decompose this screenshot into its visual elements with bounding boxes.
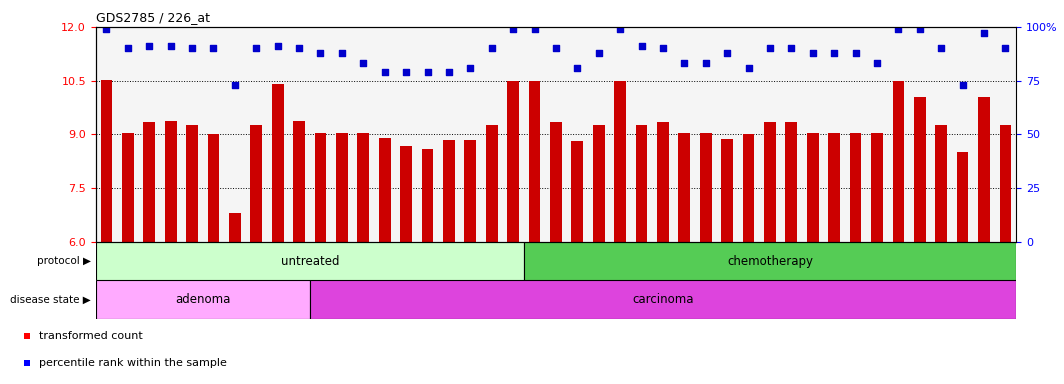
Bar xyxy=(523,242,1016,280)
Bar xyxy=(529,81,541,242)
Point xyxy=(398,69,415,75)
Bar xyxy=(935,126,947,242)
Bar xyxy=(957,152,968,242)
Bar xyxy=(315,132,327,242)
Bar xyxy=(721,139,733,242)
Bar xyxy=(785,122,797,242)
Bar xyxy=(96,242,523,280)
Text: percentile rank within the sample: percentile rank within the sample xyxy=(39,358,228,368)
Point xyxy=(591,50,608,56)
Bar xyxy=(679,132,691,242)
Point xyxy=(419,69,436,75)
Point xyxy=(333,50,350,56)
Bar xyxy=(914,97,926,242)
Point xyxy=(119,45,136,51)
Point xyxy=(954,82,971,88)
Bar xyxy=(465,140,477,242)
Point xyxy=(290,45,307,51)
Bar xyxy=(310,280,1016,319)
Point xyxy=(868,60,885,66)
Bar xyxy=(550,122,562,242)
Bar xyxy=(743,134,754,242)
Text: transformed count: transformed count xyxy=(39,331,144,341)
Text: chemotherapy: chemotherapy xyxy=(727,255,813,268)
Point xyxy=(633,43,650,49)
Bar xyxy=(96,280,310,319)
Bar xyxy=(122,132,134,242)
Point xyxy=(997,45,1014,51)
Bar xyxy=(635,126,647,242)
Bar xyxy=(229,212,240,242)
Point xyxy=(440,69,458,75)
Point xyxy=(697,60,714,66)
Point xyxy=(462,65,479,71)
Bar xyxy=(443,140,454,242)
Bar xyxy=(999,126,1011,242)
Bar xyxy=(271,83,284,242)
Bar xyxy=(207,134,219,242)
Point xyxy=(911,26,928,32)
Point xyxy=(377,69,394,75)
Point xyxy=(205,45,222,51)
Point xyxy=(354,60,371,66)
Bar xyxy=(571,141,583,242)
Point xyxy=(654,45,671,51)
Bar xyxy=(828,132,841,242)
Bar xyxy=(101,80,113,242)
Point xyxy=(269,43,286,49)
Bar xyxy=(294,121,305,242)
Point xyxy=(547,45,564,51)
Bar xyxy=(807,132,818,242)
Point xyxy=(612,26,629,32)
Point xyxy=(676,60,693,66)
Bar xyxy=(400,146,412,242)
Bar xyxy=(593,126,604,242)
Point xyxy=(248,45,265,51)
Point xyxy=(504,26,521,32)
Point xyxy=(890,26,907,32)
Bar xyxy=(336,132,348,242)
Point xyxy=(569,65,586,71)
Point xyxy=(98,26,115,32)
Bar xyxy=(700,132,712,242)
Text: disease state ▶: disease state ▶ xyxy=(11,295,92,305)
Point xyxy=(718,50,735,56)
Bar xyxy=(658,122,669,242)
Point xyxy=(162,43,179,49)
Point xyxy=(783,45,800,51)
Bar xyxy=(764,122,776,242)
Text: GDS2785 / 226_at: GDS2785 / 226_at xyxy=(96,11,210,24)
Bar xyxy=(186,126,198,242)
Point xyxy=(227,82,244,88)
Bar xyxy=(165,121,177,242)
Bar xyxy=(893,81,904,242)
Point xyxy=(741,65,758,71)
Point xyxy=(804,50,821,56)
Bar xyxy=(144,122,155,242)
Point xyxy=(826,50,843,56)
Bar xyxy=(250,126,262,242)
Bar xyxy=(871,132,883,242)
Text: untreated: untreated xyxy=(281,255,339,268)
Point xyxy=(526,26,543,32)
Point xyxy=(847,50,864,56)
Text: adenoma: adenoma xyxy=(176,293,231,306)
Bar xyxy=(486,126,498,242)
Bar xyxy=(978,97,990,242)
Text: protocol ▶: protocol ▶ xyxy=(37,256,92,266)
Point xyxy=(312,50,329,56)
Bar xyxy=(614,81,626,242)
Point xyxy=(184,45,201,51)
Bar xyxy=(421,149,433,242)
Bar xyxy=(379,138,390,242)
Point xyxy=(140,43,157,49)
Point xyxy=(762,45,779,51)
Bar xyxy=(508,81,519,242)
Bar xyxy=(358,132,369,242)
Point xyxy=(976,30,993,36)
Point xyxy=(933,45,950,51)
Point xyxy=(483,45,500,51)
Text: carcinoma: carcinoma xyxy=(632,293,694,306)
Bar xyxy=(850,132,862,242)
